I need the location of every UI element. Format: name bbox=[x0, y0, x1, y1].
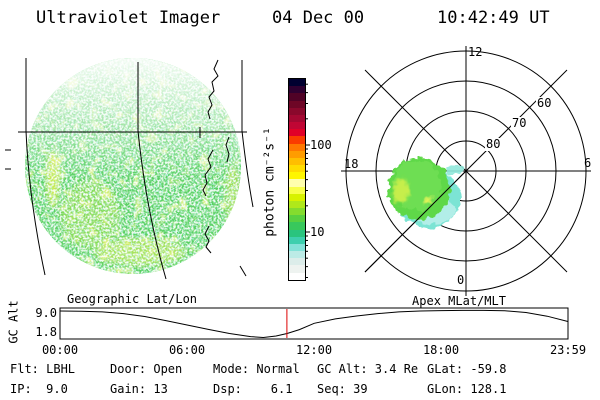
colorbar-tick-100: 100 bbox=[310, 138, 332, 152]
colorbar-band bbox=[289, 136, 305, 144]
aurora-blob bbox=[388, 158, 463, 228]
colorbar-band bbox=[289, 236, 305, 244]
strip-xtick-0000: 00:00 bbox=[41, 343, 79, 357]
status-dsp: Dsp: 6.1 bbox=[213, 382, 293, 396]
gc-alt-strip-chart bbox=[59, 307, 569, 340]
polar-mlat-80: 80 bbox=[485, 137, 502, 151]
polar-mlt-0: 0 bbox=[457, 273, 465, 287]
colorbar-band bbox=[289, 93, 305, 101]
colorbar-band bbox=[289, 265, 305, 273]
coastlines bbox=[202, 59, 247, 277]
colorbar-band bbox=[289, 258, 305, 266]
polar-plot bbox=[341, 46, 591, 296]
strip-frame bbox=[59, 307, 569, 340]
strip-xtick-1200: 12:00 bbox=[295, 343, 333, 357]
colorbar-band bbox=[289, 229, 305, 237]
colorbar-band bbox=[289, 215, 305, 223]
status-glon: GLon: 128.1 bbox=[427, 382, 507, 396]
status-ip: IP: 9.0 bbox=[10, 382, 68, 396]
strip-xtick-0600: 06:00 bbox=[168, 343, 206, 357]
status-glat: GLat: -59.8 bbox=[427, 362, 507, 376]
polar-mlat-60: 60 bbox=[536, 96, 553, 110]
colorbar-band bbox=[289, 186, 305, 194]
colorbar-band bbox=[289, 157, 305, 166]
title-time: 10:42:49 UT bbox=[437, 8, 550, 28]
colorbar-band bbox=[289, 200, 305, 209]
title-date: 04 Dec 00 bbox=[272, 8, 365, 28]
colorbar-band bbox=[289, 79, 305, 87]
colorbar-band bbox=[289, 251, 305, 259]
colorbar-band bbox=[289, 86, 305, 94]
dusk-diagonal-overlay bbox=[364, 170, 467, 273]
polar-mlt-18: 18 bbox=[344, 157, 359, 171]
colorbar-band bbox=[289, 193, 305, 201]
colorbar-tick-10: 10 bbox=[310, 225, 325, 239]
app-title: Ultraviolet Imager bbox=[36, 8, 221, 28]
polar-mlt-12: 12 bbox=[468, 45, 483, 59]
colorbar-band bbox=[289, 208, 305, 216]
altitude-curve bbox=[59, 309, 569, 339]
colorbar-band bbox=[289, 100, 305, 108]
strip-ytick-9: 9.0 bbox=[35, 306, 57, 320]
disk-image bbox=[5, 58, 254, 280]
colorbar-band bbox=[289, 150, 305, 158]
colorbar-band bbox=[289, 272, 305, 280]
colorbar-band bbox=[289, 179, 305, 187]
polar-mlt-6: 6 bbox=[584, 156, 592, 170]
disk-texture bbox=[25, 58, 241, 274]
colorbar-units-label: photon cm⁻²s⁻¹ bbox=[262, 127, 278, 237]
strip-xtick-2359: 23:59 bbox=[549, 343, 587, 357]
polar-caption: Apex MLat/MLT bbox=[412, 294, 506, 308]
status-gain: Gain: 13 bbox=[110, 382, 168, 396]
colorbar-band bbox=[289, 243, 305, 252]
status-mode: Mode: Normal bbox=[213, 362, 300, 376]
strip-ylabel: GC Alt bbox=[6, 300, 21, 344]
colorbar-band bbox=[289, 143, 305, 151]
colorbar-band bbox=[289, 107, 305, 115]
colorbar-band bbox=[289, 129, 305, 137]
colorbar-ticks bbox=[305, 83, 310, 278]
colorbar-band bbox=[289, 122, 305, 130]
colorbar bbox=[288, 78, 306, 281]
status-seq: Seq: 39 bbox=[317, 382, 368, 396]
status-flt: Flt: LBHL bbox=[10, 362, 76, 376]
status-door: Door: Open bbox=[110, 362, 183, 376]
geographic-graticule bbox=[5, 58, 254, 280]
colorbar-band bbox=[289, 114, 305, 123]
status-gcalt: GC Alt: 3.4 Re bbox=[317, 362, 419, 376]
strip-ytick-18: 1.8 bbox=[35, 325, 57, 339]
colorbar-band bbox=[289, 172, 305, 180]
colorbar-band bbox=[289, 222, 305, 230]
disk-caption: Geographic Lat/Lon bbox=[66, 292, 198, 306]
strip-xtick-1800: 18:00 bbox=[422, 343, 460, 357]
colorbar-band bbox=[289, 165, 305, 173]
polar-mlat-70: 70 bbox=[511, 116, 528, 130]
